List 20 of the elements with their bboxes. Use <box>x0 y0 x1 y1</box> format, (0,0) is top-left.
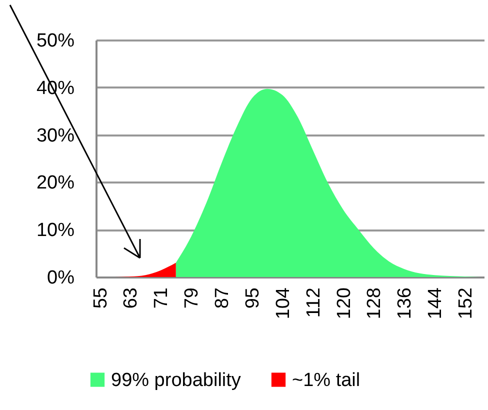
x-tick-label: 63 <box>120 288 142 309</box>
y-tick-label: 0% <box>47 268 75 288</box>
y-tick-label: 50% <box>36 30 75 52</box>
x-tick-label: 152 <box>455 288 476 320</box>
x-tick-label: 71 <box>151 288 172 309</box>
y-tick-label: 10% <box>36 220 75 242</box>
x-tick-label: 95 <box>242 288 264 309</box>
y-tick-label: 20% <box>36 172 75 194</box>
x-tick-label: 55 <box>90 288 112 309</box>
y-tick-label: 30% <box>36 125 75 146</box>
legend-label: 99% probability <box>111 370 242 391</box>
x-tick-label: 104 <box>272 287 294 320</box>
legend-label: ~1% tail <box>292 370 360 391</box>
x-tick-label: 112 <box>303 288 324 318</box>
x-tick-label: 128 <box>364 288 386 320</box>
x-tick-label: 87 <box>212 288 234 309</box>
x-tick-label: 79 <box>182 288 203 309</box>
x-tick-label: 144 <box>425 287 446 320</box>
x-tick-label: 136 <box>394 288 416 320</box>
x-tick-label: 120 <box>334 288 355 320</box>
